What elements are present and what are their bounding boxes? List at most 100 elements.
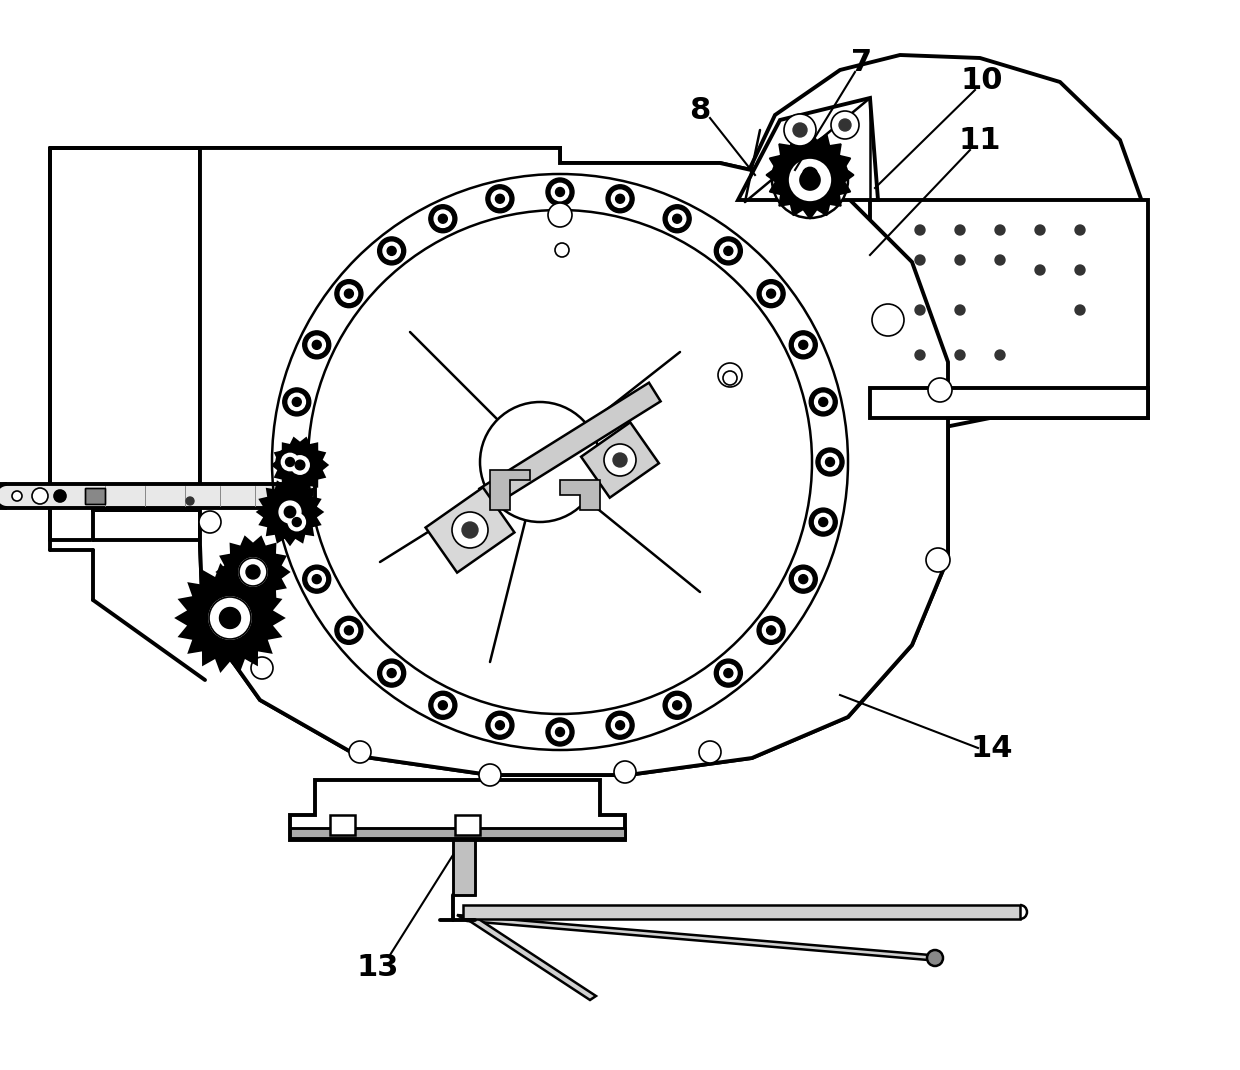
Circle shape — [611, 717, 629, 734]
Polygon shape — [870, 200, 1148, 418]
Circle shape — [724, 246, 733, 256]
Circle shape — [766, 289, 775, 299]
Circle shape — [872, 304, 904, 336]
Circle shape — [724, 669, 733, 677]
Circle shape — [250, 657, 273, 679]
Circle shape — [663, 204, 691, 233]
Circle shape — [955, 350, 965, 360]
Circle shape — [795, 336, 812, 353]
Circle shape — [714, 236, 743, 265]
Circle shape — [496, 195, 505, 203]
Circle shape — [491, 190, 508, 208]
Circle shape — [556, 728, 564, 736]
Circle shape — [345, 626, 353, 635]
Circle shape — [288, 394, 305, 411]
Circle shape — [239, 557, 267, 586]
Bar — [290, 828, 625, 838]
Circle shape — [378, 236, 405, 265]
Circle shape — [348, 742, 371, 763]
Circle shape — [1075, 225, 1085, 235]
Circle shape — [928, 378, 952, 402]
Polygon shape — [738, 98, 878, 200]
Circle shape — [758, 616, 785, 644]
Text: 10: 10 — [961, 65, 1003, 94]
Circle shape — [308, 570, 325, 587]
Circle shape — [463, 522, 477, 538]
Circle shape — [790, 331, 817, 358]
Circle shape — [387, 246, 396, 256]
Circle shape — [615, 195, 625, 203]
Circle shape — [335, 616, 363, 644]
Polygon shape — [273, 439, 327, 492]
Circle shape — [831, 111, 859, 139]
Circle shape — [719, 664, 737, 682]
Circle shape — [1035, 265, 1045, 275]
Circle shape — [615, 721, 625, 730]
Circle shape — [453, 513, 489, 548]
Circle shape — [288, 514, 305, 531]
Circle shape — [810, 508, 837, 536]
Circle shape — [799, 575, 807, 583]
Circle shape — [303, 331, 331, 358]
Polygon shape — [480, 383, 661, 507]
Circle shape — [815, 394, 832, 411]
Circle shape — [308, 336, 325, 353]
Circle shape — [699, 742, 720, 763]
Circle shape — [672, 701, 682, 709]
Circle shape — [279, 501, 301, 523]
Circle shape — [335, 279, 363, 308]
Bar — [453, 840, 475, 895]
Circle shape — [383, 242, 401, 260]
Text: 14: 14 — [971, 734, 1013, 763]
Circle shape — [795, 160, 825, 189]
Circle shape — [915, 225, 925, 235]
Circle shape — [283, 388, 311, 416]
Circle shape — [345, 289, 353, 299]
Circle shape — [672, 214, 682, 224]
Polygon shape — [560, 480, 600, 510]
Polygon shape — [490, 470, 529, 510]
Polygon shape — [465, 914, 596, 1000]
Polygon shape — [463, 905, 1021, 919]
Circle shape — [387, 669, 396, 677]
Circle shape — [926, 548, 950, 572]
Circle shape — [826, 458, 835, 467]
Circle shape — [606, 185, 634, 213]
Circle shape — [915, 305, 925, 315]
Circle shape — [794, 123, 807, 137]
Circle shape — [773, 142, 848, 218]
Circle shape — [668, 210, 686, 228]
Circle shape — [799, 340, 807, 349]
Circle shape — [556, 243, 569, 257]
Polygon shape — [425, 488, 515, 572]
Polygon shape — [176, 565, 284, 671]
Circle shape — [556, 187, 564, 197]
Circle shape — [186, 496, 193, 505]
Circle shape — [763, 622, 780, 639]
Circle shape — [479, 764, 501, 786]
Circle shape — [955, 305, 965, 315]
Circle shape — [718, 363, 742, 387]
Circle shape — [821, 454, 838, 471]
Circle shape — [784, 114, 816, 146]
Circle shape — [787, 158, 832, 202]
Circle shape — [480, 402, 600, 522]
Circle shape — [293, 397, 301, 407]
Polygon shape — [290, 780, 625, 840]
Circle shape — [429, 204, 456, 233]
Circle shape — [758, 279, 785, 308]
Circle shape — [434, 210, 451, 228]
Circle shape — [839, 119, 851, 131]
Circle shape — [281, 454, 299, 471]
Circle shape — [604, 444, 636, 476]
Polygon shape — [730, 55, 1145, 428]
Circle shape — [486, 185, 513, 213]
Circle shape — [283, 508, 311, 536]
Circle shape — [818, 397, 828, 407]
Polygon shape — [458, 915, 940, 961]
Bar — [870, 388, 1148, 418]
Bar — [290, 828, 625, 838]
Circle shape — [340, 285, 357, 303]
Text: 8: 8 — [689, 95, 711, 124]
Circle shape — [277, 448, 304, 476]
